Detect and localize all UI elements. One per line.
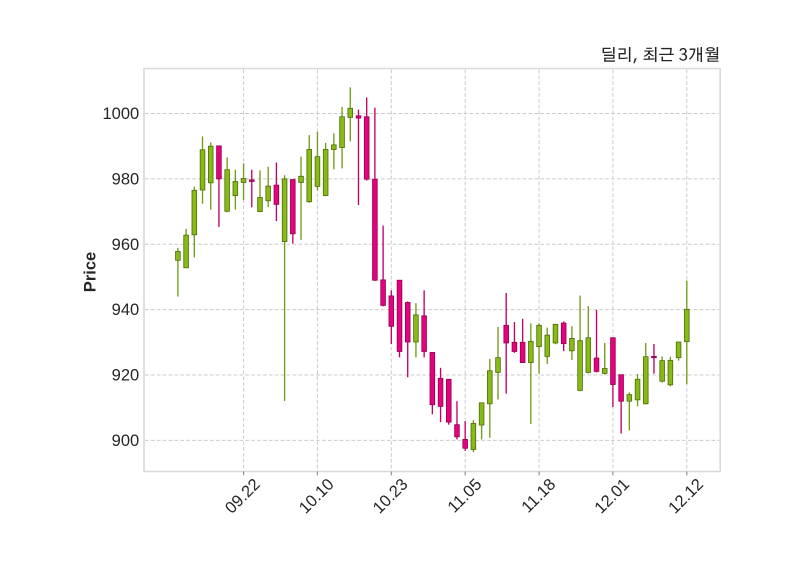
svg-text:1000: 1000 xyxy=(102,105,139,123)
svg-text:960: 960 xyxy=(112,236,140,254)
svg-text:920: 920 xyxy=(112,367,140,385)
svg-text:900: 900 xyxy=(112,432,140,450)
svg-text:940: 940 xyxy=(112,301,140,319)
svg-text:Price: Price xyxy=(81,252,99,292)
svg-text:980: 980 xyxy=(112,170,140,188)
